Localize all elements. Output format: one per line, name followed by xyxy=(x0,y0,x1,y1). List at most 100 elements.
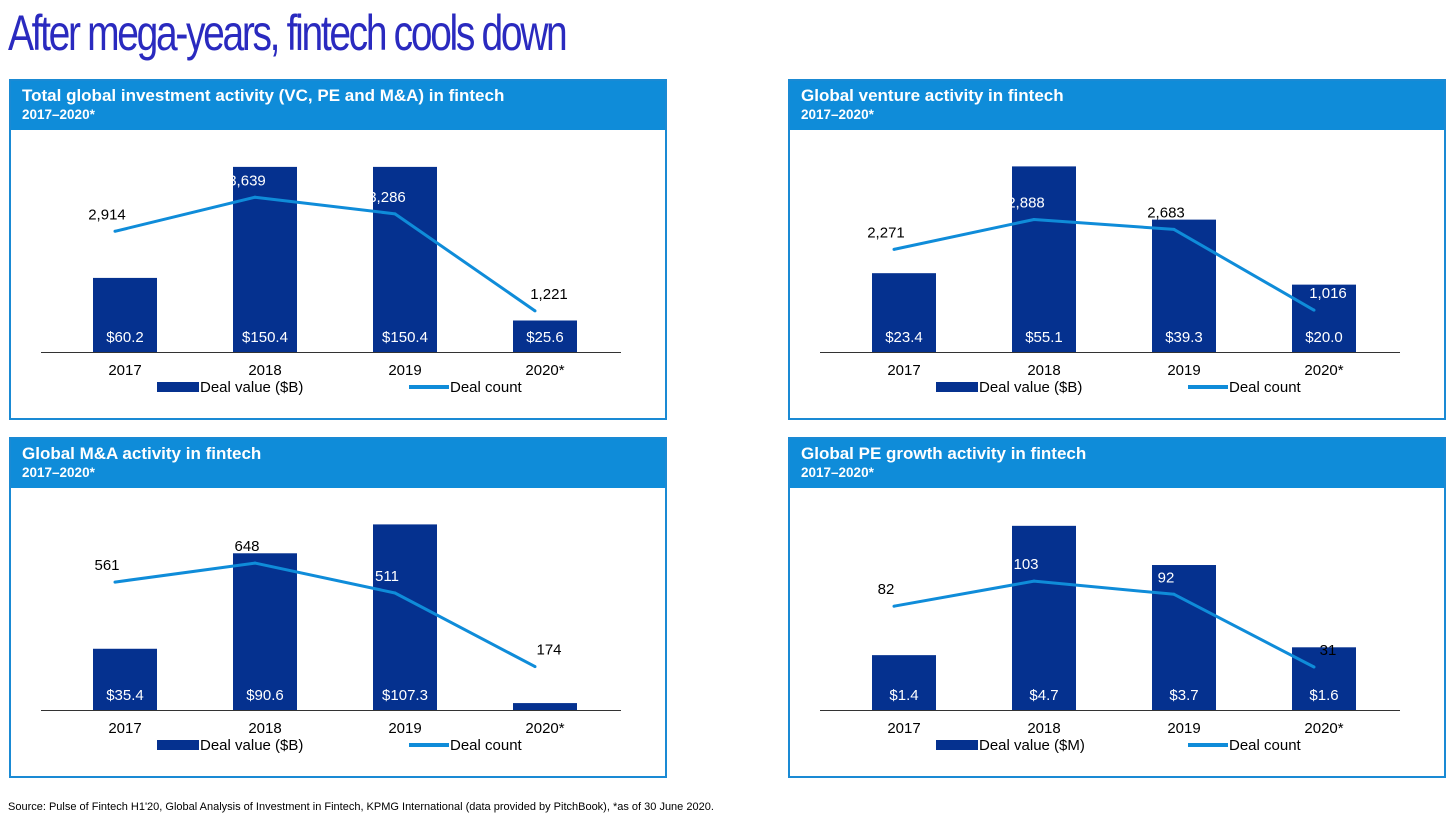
bar-value-label: $60.2 xyxy=(106,329,144,346)
line-point-2018 xyxy=(253,195,257,199)
panel-title: Global M&A activity in fintech xyxy=(22,444,262,463)
chart-svg: $35.4 $90.6 $107.3 $4.0 561 648 511 174 2017 2018… xyxy=(41,524,621,754)
line-point-2019 xyxy=(1172,592,1176,596)
deal-count-line xyxy=(893,579,1315,669)
line-value-label: 103 xyxy=(1013,556,1038,573)
line-value-label: 3,639 xyxy=(228,172,266,189)
chart-panel-pe-growth: Global PE growth activity in fintech 201… xyxy=(788,437,1446,778)
panel-title: Global PE growth activity in fintech xyxy=(801,444,1087,463)
bar-value-label: $55.1 xyxy=(1025,329,1063,346)
legend-bar-swatch xyxy=(157,382,199,392)
bar-2019 xyxy=(373,166,437,352)
line-point-2017 xyxy=(113,229,117,233)
line-point-2020 xyxy=(533,309,537,313)
line-value-label: 2,914 xyxy=(88,206,126,223)
bar-value-label: $23.4 xyxy=(885,329,923,346)
bar-2018 xyxy=(1012,525,1076,710)
bar-2017 xyxy=(93,277,157,352)
bar-value-label: $150.4 xyxy=(382,329,428,346)
line-value-label: 3,286 xyxy=(368,189,406,206)
chart-panel-total-investment: Total global investment activity (VC, PE… xyxy=(9,79,667,420)
chart-panel-venture-activity: Global venture activity in fintech 2017–… xyxy=(788,79,1446,420)
bar-value-label: $35.4 xyxy=(106,687,144,704)
category-label: 2019 xyxy=(1167,720,1200,737)
bar-value-label: $1.4 xyxy=(889,687,918,704)
panel-header: Global PE growth activity in fintech 201… xyxy=(790,439,1444,488)
chart-svg: $1.4 $4.7 $3.7 $1.6 82 103 92 31 2017 2018 2019 202… xyxy=(820,525,1400,754)
line-point-2017 xyxy=(892,247,896,251)
bar-2020 xyxy=(1292,647,1356,710)
bar-value-label: $90.6 xyxy=(246,687,284,704)
category-label: 2019 xyxy=(388,720,421,737)
page-title: After mega-years, fintech cools down xyxy=(8,5,568,61)
bar-value-label: $1.6 xyxy=(1309,687,1338,704)
category-label: 2019 xyxy=(1167,362,1200,379)
line-point-2020 xyxy=(1312,665,1316,669)
category-label: 2017 xyxy=(108,720,141,737)
line-value-label: 1,016 xyxy=(1309,285,1347,302)
line-point-2019 xyxy=(393,591,397,595)
line-point-2017 xyxy=(892,604,896,608)
category-label: 2017 xyxy=(887,362,920,379)
line-value-label: 1,221 xyxy=(530,286,568,303)
bar-2017 xyxy=(872,273,936,352)
legend-line-label: Deal count xyxy=(1229,379,1302,396)
line-value-label: 31 xyxy=(1320,642,1337,659)
bar-value-label: $3.7 xyxy=(1169,687,1198,704)
legend-bar-label: Deal value ($B) xyxy=(200,379,303,396)
line-value-label: 92 xyxy=(1158,569,1175,586)
line-value-label: 2,888 xyxy=(1007,194,1045,211)
deal-count-line xyxy=(114,195,536,313)
line-point-2019 xyxy=(393,212,397,216)
legend-line-label: Deal count xyxy=(450,737,523,754)
line-point-2018 xyxy=(253,561,257,565)
bar-2017 xyxy=(872,655,936,710)
bar-value-label: $107.3 xyxy=(382,687,428,704)
panel-subtitle: 2017–2020* xyxy=(22,465,95,480)
line-point-2018 xyxy=(1032,579,1036,583)
category-label: 2018 xyxy=(1027,720,1060,737)
legend-bar-swatch xyxy=(936,382,978,392)
bar-value-label: $20.0 xyxy=(1305,329,1343,346)
panel-subtitle: 2017–2020* xyxy=(801,465,874,480)
category-label: 2020* xyxy=(525,720,564,737)
line-point-2017 xyxy=(113,580,117,584)
line-value-label: 82 xyxy=(878,581,895,598)
legend-line-label: Deal count xyxy=(450,379,523,396)
bar-value-label: $39.3 xyxy=(1165,329,1203,346)
bar-2019 xyxy=(373,524,437,710)
deal-count-line xyxy=(893,217,1315,312)
line-value-label: 174 xyxy=(536,642,561,659)
line-value-label: 561 xyxy=(94,557,119,574)
category-label: 2020* xyxy=(525,362,564,379)
chart-panel-ma-activity: Global M&A activity in fintech 2017–2020… xyxy=(9,437,667,778)
source-note: Source: Pulse of Fintech H1'20, Global A… xyxy=(8,801,714,813)
panel-header: Global M&A activity in fintech 2017–2020… xyxy=(11,439,665,488)
line-point-2020 xyxy=(1312,308,1316,312)
chart-svg: $23.4 $55.1 $39.3 $20.0 2,271 2,888 2,683 1,016… xyxy=(820,166,1400,396)
category-label: 2017 xyxy=(887,720,920,737)
panel-subtitle: 2017–2020* xyxy=(22,107,95,122)
bar-2018 xyxy=(233,166,297,352)
bar-2019 xyxy=(1152,565,1216,710)
legend-bar-label: Deal value ($B) xyxy=(200,737,303,754)
legend-line-label: Deal count xyxy=(1229,737,1302,754)
legend-bar-swatch xyxy=(157,740,199,750)
line-value-label: 2,271 xyxy=(867,224,905,241)
panel-header: Global venture activity in fintech 2017–… xyxy=(790,81,1444,130)
category-label: 2020* xyxy=(1304,362,1343,379)
line-value-label: 2,683 xyxy=(1147,204,1185,221)
chart-svg: $60.2 $150.4 $150.4 $25.6 2,914 3,639 3,286 1,2… xyxy=(41,166,621,396)
panel-title: Global venture activity in fintech xyxy=(801,86,1064,105)
bar-2019 xyxy=(1152,219,1216,352)
line-point-2018 xyxy=(1032,217,1036,221)
bar-value-label: $4.0 xyxy=(530,687,559,704)
category-label: 2017 xyxy=(108,362,141,379)
bar-2020 xyxy=(1292,284,1356,352)
category-label: 2020* xyxy=(1304,720,1343,737)
panel-subtitle: 2017–2020* xyxy=(801,107,874,122)
legend-bar-swatch xyxy=(936,740,978,750)
category-label: 2019 xyxy=(388,362,421,379)
category-label: 2018 xyxy=(248,362,281,379)
panel-header: Total global investment activity (VC, PE… xyxy=(11,81,665,130)
